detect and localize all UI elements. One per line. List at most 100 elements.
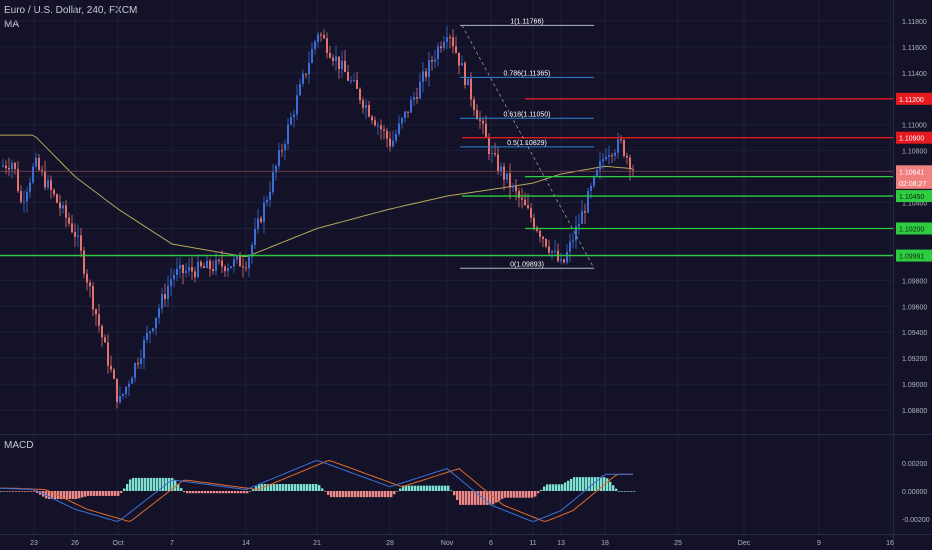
macd-indicator-label[interactable]: MACD: [4, 440, 34, 451]
candle: [512, 185, 514, 188]
price-tick-label: 1.09400: [902, 330, 927, 337]
candle: [626, 155, 628, 158]
macd-histogram-bar: [294, 484, 297, 491]
macd-histogram-bar: [111, 491, 114, 496]
svg-text:1.10900: 1.10900: [899, 136, 924, 143]
macd-histogram-bar: [12, 491, 15, 492]
candle: [92, 286, 94, 310]
macd-histogram-bar: [213, 491, 216, 494]
candle: [86, 273, 88, 283]
candle: [206, 260, 208, 268]
macd-histogram-bar: [318, 485, 321, 491]
candle: [8, 168, 10, 170]
macd-histogram-bar: [48, 491, 51, 500]
macd-histogram-bar: [564, 482, 567, 491]
candle: [155, 317, 157, 329]
macd-histogram-bar: [162, 477, 165, 491]
macd-histogram-bar: [588, 477, 591, 491]
macd-histogram-bar: [411, 485, 414, 491]
candle: [521, 197, 523, 200]
macd-histogram-bar: [297, 484, 300, 491]
macd-histogram-bar: [546, 484, 549, 491]
macd-histogram-bar: [18, 491, 21, 492]
level-price-tag: 1.10200: [896, 222, 932, 235]
macd-histogram-bar: [105, 491, 108, 496]
candle: [503, 166, 505, 180]
candle: [590, 186, 592, 191]
ma-indicator-label[interactable]: MA: [4, 19, 19, 30]
candle: [41, 169, 43, 172]
macd-histogram-bar: [390, 491, 393, 498]
candle: [131, 377, 133, 384]
candle: [236, 256, 238, 260]
candle: [251, 244, 253, 257]
candle: [620, 139, 622, 141]
candle: [533, 217, 535, 228]
candle: [128, 383, 130, 387]
candle: [245, 267, 247, 269]
macd-histogram-bar: [423, 485, 426, 491]
candle: [509, 173, 511, 188]
candle: [542, 236, 544, 240]
macd-histogram-bar: [216, 491, 219, 494]
macd-histogram-bar: [606, 478, 609, 491]
svg-text:1.10641: 1.10641: [899, 169, 924, 176]
candle: [311, 48, 313, 63]
candle: [2, 165, 4, 167]
candle: [623, 140, 625, 156]
macd-histogram-bar: [285, 484, 288, 491]
macd-histogram-bar: [456, 491, 459, 501]
candle: [296, 95, 298, 115]
candle: [83, 250, 85, 274]
price-tick-label: 1.11800: [902, 19, 927, 26]
candle: [596, 169, 598, 176]
macd-histogram-bar: [603, 477, 606, 491]
macd-histogram-bar: [549, 484, 552, 491]
macd-histogram-bar: [201, 491, 204, 494]
candle: [428, 60, 430, 77]
candle: [530, 208, 532, 218]
macd-histogram-bar: [630, 491, 633, 492]
candle: [446, 37, 448, 43]
candle: [401, 118, 403, 124]
macd-histogram-bar: [15, 491, 18, 492]
candle: [224, 266, 226, 272]
candle: [434, 59, 436, 62]
candle: [482, 120, 484, 124]
macd-histogram-bar: [198, 491, 201, 494]
candle: [575, 226, 577, 241]
fib-level-label: 0.786(1.11365): [504, 70, 551, 77]
candle: [602, 159, 604, 162]
candle: [398, 123, 400, 135]
macd-histogram-bar: [378, 491, 381, 498]
macd-histogram-bar: [474, 491, 477, 505]
candle: [158, 308, 160, 318]
candle: [302, 73, 304, 84]
price-tick-label: 1.09200: [902, 356, 927, 363]
candle: [605, 156, 607, 160]
macd-histogram-bar: [429, 485, 432, 491]
candle: [74, 232, 76, 237]
fib-trend-line[interactable]: [461, 25, 595, 269]
time-tick-label: 6: [489, 540, 493, 547]
candle: [26, 191, 28, 202]
macd-histogram-bar: [321, 488, 324, 491]
macd-histogram-bar: [210, 491, 213, 494]
candle: [65, 205, 67, 218]
time-tick-label: Oct: [113, 540, 124, 547]
candle: [380, 125, 382, 130]
candle: [173, 274, 175, 280]
svg-text:1.09991: 1.09991: [899, 254, 924, 261]
macd-histogram-bar: [150, 477, 153, 491]
candle: [443, 42, 445, 49]
macd-histogram-bar: [252, 488, 255, 491]
macd-histogram-bar: [312, 484, 315, 491]
candle: [494, 153, 496, 155]
candle: [359, 88, 361, 101]
macd-histogram-bar: [114, 491, 117, 496]
macd-histogram-bar: [609, 481, 612, 491]
price-tick-label: 1.11000: [902, 123, 927, 130]
svg-text:02:08:27: 02:08:27: [899, 181, 926, 188]
macd-histogram-bar: [351, 491, 354, 498]
